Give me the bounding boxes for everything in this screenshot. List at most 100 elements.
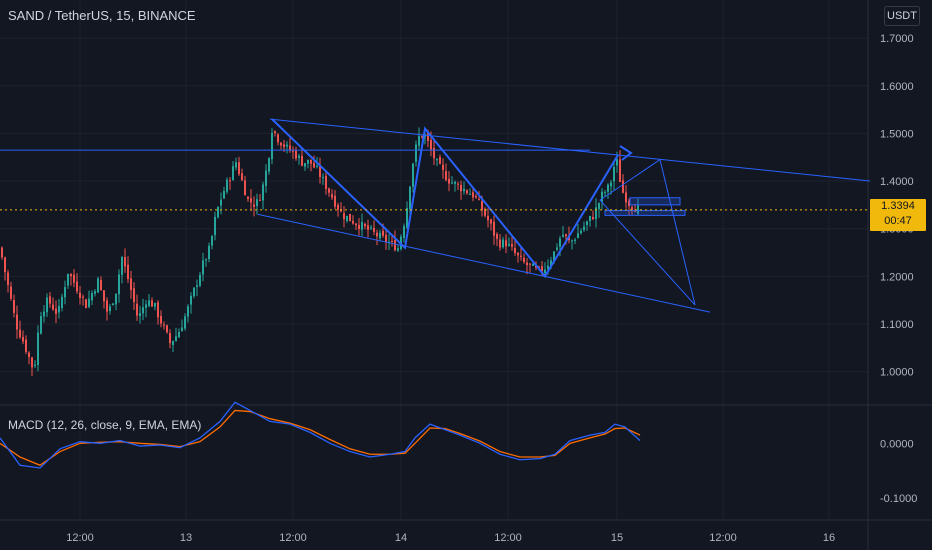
candle-body — [424, 134, 426, 137]
candle-body — [508, 243, 510, 246]
candle-body — [343, 213, 345, 220]
candle-body — [490, 219, 492, 224]
candle-body — [586, 221, 588, 225]
candle-body — [574, 239, 576, 241]
candle-body — [10, 286, 12, 299]
candle-body — [79, 292, 81, 299]
candle-body — [256, 199, 258, 206]
candle-body — [22, 336, 24, 342]
candle-body — [277, 134, 279, 143]
candle-body — [304, 162, 306, 167]
candle-body — [544, 269, 546, 273]
symbol-title: SAND / TetherUS, 15, BINANCE — [8, 8, 196, 23]
candle-body — [217, 207, 219, 218]
candle-body — [553, 251, 555, 262]
candle-body — [547, 265, 549, 270]
candle-body — [334, 195, 336, 207]
candle-body — [55, 308, 57, 314]
candle-body — [64, 287, 66, 298]
candle-body — [625, 192, 627, 203]
candle-body — [502, 239, 504, 248]
candle-body — [43, 311, 45, 317]
channel-lower-line — [257, 213, 711, 313]
candle-body — [196, 285, 198, 287]
candle-body — [13, 299, 15, 313]
candle-body — [76, 281, 78, 292]
candle-body — [295, 150, 297, 159]
candle-body — [445, 171, 447, 181]
candle-body — [190, 295, 192, 305]
candle-body — [604, 192, 606, 194]
candle-body — [322, 176, 324, 178]
candle-body — [613, 166, 615, 182]
candle-body — [61, 296, 63, 308]
candle-body — [118, 274, 120, 295]
candle-body — [88, 298, 90, 307]
candle-body — [49, 296, 51, 304]
candle-body — [430, 139, 432, 150]
candle-body — [223, 191, 225, 199]
candle-body — [403, 226, 405, 238]
candle-body — [340, 210, 342, 212]
candle-body — [262, 184, 264, 201]
candle-body — [58, 306, 60, 313]
triangle-drawing — [599, 158, 696, 306]
candle-body — [127, 264, 129, 280]
candle-body — [481, 201, 483, 211]
candle-body — [148, 300, 150, 306]
candle-body — [100, 279, 102, 290]
candle-body — [175, 336, 177, 341]
candle-body — [205, 259, 207, 261]
candle-body — [25, 339, 27, 352]
candle-body — [406, 207, 408, 228]
candle-body — [184, 316, 186, 329]
candle-body — [154, 302, 156, 307]
candle-body — [637, 205, 639, 214]
candle-body — [238, 162, 240, 174]
candle-body — [514, 247, 516, 254]
candle-body — [538, 266, 540, 268]
candle-body — [199, 274, 201, 286]
candle-body — [151, 300, 153, 307]
candle-body — [475, 195, 477, 198]
candle-body — [349, 214, 351, 222]
candle-body — [301, 155, 303, 166]
candle-body — [109, 306, 111, 312]
candle-body — [259, 199, 261, 201]
candle-body — [316, 165, 318, 167]
candle-body — [136, 303, 138, 316]
candle-body — [517, 252, 519, 256]
candle-body — [283, 144, 285, 148]
candle-body — [235, 162, 237, 168]
macd-tick-label: 0.0000 — [880, 438, 914, 450]
candle-body — [208, 245, 210, 260]
candle-body — [454, 181, 456, 184]
candle-body — [607, 184, 609, 192]
candle-body — [418, 136, 420, 146]
zigzag-drawing — [271, 118, 619, 279]
candle-body — [16, 314, 18, 330]
time-tick-label: 12:00 — [279, 532, 307, 544]
candle-body — [145, 304, 147, 308]
candle-body — [34, 364, 36, 366]
zone-box — [604, 210, 686, 216]
candle-body — [157, 302, 159, 318]
candle-body — [112, 303, 114, 305]
candle-body — [133, 288, 135, 303]
candle-body — [271, 132, 273, 160]
candle-body — [178, 332, 180, 338]
candle-body — [463, 188, 465, 192]
price-tick-label: 1.1000 — [880, 319, 914, 331]
candle-body — [160, 315, 162, 324]
candle-body — [556, 247, 558, 250]
candle-body — [226, 179, 228, 192]
candle-body — [370, 227, 372, 229]
currency-button[interactable]: USDT — [884, 6, 920, 26]
candle-body — [241, 173, 243, 181]
candle-body — [166, 325, 168, 333]
candle-body — [307, 159, 309, 164]
candle-body — [298, 155, 300, 158]
candle-body — [478, 199, 480, 201]
candle-body — [220, 199, 222, 206]
